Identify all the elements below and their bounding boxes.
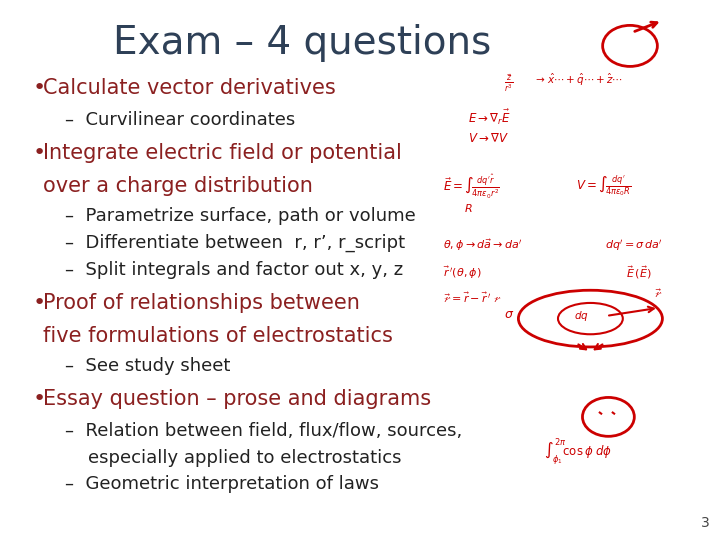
Text: $dq'=\sigma\,da'$: $dq'=\sigma\,da'$ <box>605 238 663 253</box>
Text: $\vec{E}\,(\vec{E})$: $\vec{E}\,(\vec{E})$ <box>626 265 652 281</box>
Text: •: • <box>32 389 45 409</box>
Text: –  Curvilinear coordinates: – Curvilinear coordinates <box>65 111 295 129</box>
Text: –  Split integrals and factor out x, y, z: – Split integrals and factor out x, y, z <box>65 261 403 279</box>
Text: five formulations of electrostatics: five formulations of electrostatics <box>43 326 393 346</box>
Text: $\int_{\phi_1}^{2\pi}\!\cos\phi\;d\phi$: $\int_{\phi_1}^{2\pi}\!\cos\phi\;d\phi$ <box>544 436 611 467</box>
Text: $\theta,\phi\rightarrow d\vec{a}\rightarrow da'$: $\theta,\phi\rightarrow d\vec{a}\rightar… <box>443 238 522 253</box>
Text: Calculate vector derivatives: Calculate vector derivatives <box>43 78 336 98</box>
Text: $\vec{r}\,'(\theta,\phi)$: $\vec{r}\,'(\theta,\phi)$ <box>443 265 482 281</box>
Text: –  See study sheet: – See study sheet <box>65 357 230 375</box>
Text: $\vec{\mathscr{r}}=\vec{r}-\vec{r}\,'\;\mathscr{r}$: $\vec{\mathscr{r}}=\vec{r}-\vec{r}\,'\;\… <box>443 290 501 305</box>
Text: –  Geometric interpretation of laws: – Geometric interpretation of laws <box>65 475 379 492</box>
Text: •: • <box>32 293 45 313</box>
Text: over a charge distribution: over a charge distribution <box>43 176 313 195</box>
Text: $V \rightarrow \nabla V$: $V \rightarrow \nabla V$ <box>468 132 509 145</box>
Text: •: • <box>32 78 45 98</box>
Text: $V=\int\!\frac{dq'}{4\pi\epsilon_0 R}$: $V=\int\!\frac{dq'}{4\pi\epsilon_0 R}$ <box>576 173 631 198</box>
Text: 3: 3 <box>701 516 709 530</box>
Text: –  Relation between field, flux/flow, sources,: – Relation between field, flux/flow, sou… <box>65 422 462 440</box>
Text: $\vec{\mathscr{r}}$: $\vec{\mathscr{r}}$ <box>654 287 662 300</box>
Text: $E \rightarrow \nabla_r\vec{E}$: $E \rightarrow \nabla_r\vec{E}$ <box>468 108 511 127</box>
Text: Essay question – prose and diagrams: Essay question – prose and diagrams <box>43 389 431 409</box>
Text: $\frac{\vec{z}}{r^3}$: $\frac{\vec{z}}{r^3}$ <box>504 73 513 94</box>
Text: –  Differentiate between  r, r’, r_script: – Differentiate between r, r’, r_script <box>65 234 405 252</box>
Text: Exam – 4 questions: Exam – 4 questions <box>113 24 492 62</box>
Text: $dq$: $dq$ <box>575 309 589 323</box>
Text: $\vec{E}=\int\!\frac{dq'\hat{r}}{4\pi\epsilon_0 r^2}$: $\vec{E}=\int\!\frac{dq'\hat{r}}{4\pi\ep… <box>443 173 500 201</box>
Text: $\rightarrow\,\hat{x}{\cdots}+\hat{q}{\cdots}+\hat{z}{\cdots}$: $\rightarrow\,\hat{x}{\cdots}+\hat{q}{\c… <box>533 71 623 87</box>
Text: especially applied to electrostatics: especially applied to electrostatics <box>65 449 401 467</box>
Text: •: • <box>32 143 45 163</box>
Text: –  Parametrize surface, path or volume: – Parametrize surface, path or volume <box>65 207 415 225</box>
Text: $R$: $R$ <box>464 202 473 214</box>
Text: Integrate electric field or potential: Integrate electric field or potential <box>43 143 402 163</box>
Text: Proof of relationships between: Proof of relationships between <box>43 293 360 313</box>
Text: $\sigma$: $\sigma$ <box>504 308 514 321</box>
